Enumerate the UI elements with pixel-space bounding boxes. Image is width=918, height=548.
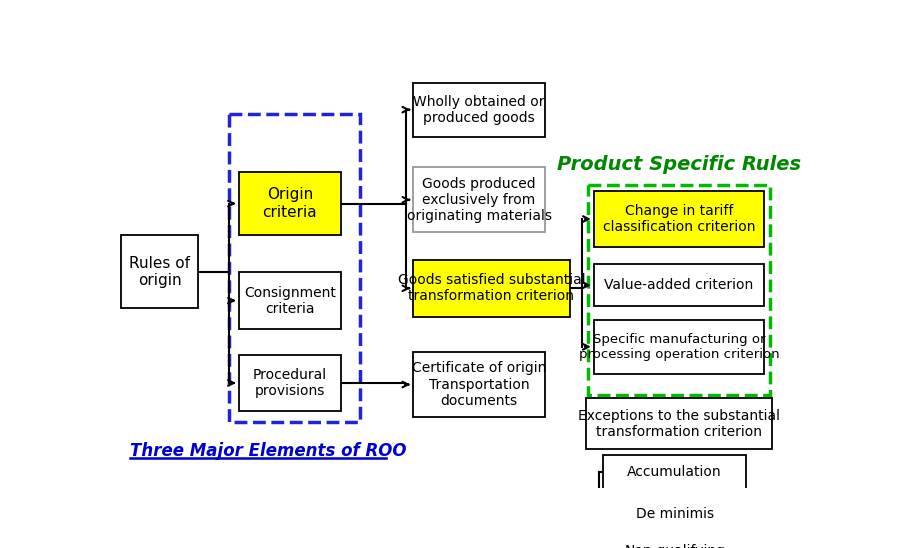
FancyBboxPatch shape bbox=[413, 260, 570, 317]
Text: Exceptions to the substantial
transformation criterion: Exceptions to the substantial transforma… bbox=[578, 409, 780, 439]
Text: Wholly obtained or
produced goods: Wholly obtained or produced goods bbox=[413, 95, 544, 125]
Text: Accumulation: Accumulation bbox=[627, 465, 722, 480]
Text: Goods produced
exclusively from
originating materials: Goods produced exclusively from originat… bbox=[407, 176, 552, 223]
Text: Change in tariff
classification criterion: Change in tariff classification criterio… bbox=[603, 204, 756, 234]
FancyBboxPatch shape bbox=[239, 355, 341, 412]
FancyBboxPatch shape bbox=[586, 398, 772, 449]
Text: Certificate of origin
Transportation
documents: Certificate of origin Transportation doc… bbox=[412, 361, 546, 408]
Text: Product Specific Rules: Product Specific Rules bbox=[557, 155, 801, 174]
FancyBboxPatch shape bbox=[121, 235, 198, 309]
FancyBboxPatch shape bbox=[413, 352, 545, 417]
FancyBboxPatch shape bbox=[594, 191, 764, 247]
Text: Specific manufacturing or
processing operation criterion: Specific manufacturing or processing ope… bbox=[578, 333, 779, 361]
Text: De minimis: De minimis bbox=[635, 507, 714, 521]
FancyBboxPatch shape bbox=[413, 83, 545, 136]
FancyBboxPatch shape bbox=[603, 497, 746, 531]
Text: Origin
criteria: Origin criteria bbox=[263, 187, 318, 220]
Text: Three Major Elements of ROO: Three Major Elements of ROO bbox=[130, 442, 407, 460]
FancyBboxPatch shape bbox=[603, 455, 746, 489]
Text: Non-qualifying
operations: Non-qualifying operations bbox=[624, 544, 725, 548]
Text: Procedural
provisions: Procedural provisions bbox=[252, 368, 327, 398]
Text: Goods satisfied substantial
transformation criterion: Goods satisfied substantial transformati… bbox=[397, 273, 585, 304]
Text: Value-added criterion: Value-added criterion bbox=[604, 278, 754, 292]
Text: Consignment
criteria: Consignment criteria bbox=[244, 286, 336, 316]
FancyBboxPatch shape bbox=[594, 265, 764, 306]
FancyBboxPatch shape bbox=[239, 272, 341, 329]
FancyBboxPatch shape bbox=[603, 539, 746, 548]
FancyBboxPatch shape bbox=[594, 320, 764, 374]
Text: Rules of
origin: Rules of origin bbox=[129, 255, 190, 288]
FancyBboxPatch shape bbox=[413, 167, 545, 232]
FancyBboxPatch shape bbox=[239, 172, 341, 235]
